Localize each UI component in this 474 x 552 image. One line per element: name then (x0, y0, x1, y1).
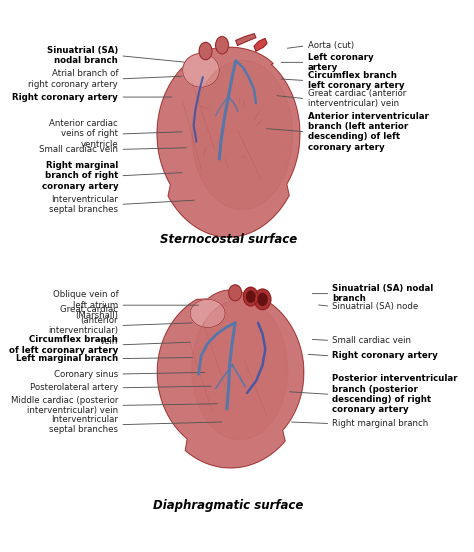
Polygon shape (254, 39, 267, 51)
Text: Sinuatrial (SA)
nodal branch: Sinuatrial (SA) nodal branch (47, 46, 118, 66)
Text: Right marginal branch: Right marginal branch (332, 419, 428, 428)
Text: Left coronary
artery: Left coronary artery (308, 52, 373, 72)
Ellipse shape (246, 291, 255, 302)
Text: Left marginal branch: Left marginal branch (16, 354, 118, 363)
Text: Right coronary artery: Right coronary artery (12, 93, 118, 102)
Text: Diaphragmatic surface: Diaphragmatic surface (153, 498, 304, 512)
Text: Circumflex branch
of left coronary artery: Circumflex branch of left coronary arter… (9, 335, 118, 354)
Ellipse shape (190, 299, 225, 327)
Text: Aorta (cut): Aorta (cut) (308, 41, 354, 50)
Text: Coronary sinus: Coronary sinus (54, 369, 118, 379)
Text: Sinuatrial (SA) node: Sinuatrial (SA) node (332, 302, 419, 311)
Ellipse shape (243, 287, 258, 306)
Ellipse shape (191, 299, 288, 440)
Text: Posterolateral artery: Posterolateral artery (30, 383, 118, 392)
Text: Right marginal
branch of right
coronary artery: Right marginal branch of right coronary … (42, 161, 118, 190)
Text: Posterior interventricular
branch (posterior
descending) of right
coronary arter: Posterior interventricular branch (poste… (332, 374, 458, 415)
Text: Small cardiac vein: Small cardiac vein (39, 145, 118, 154)
Text: Middle cardiac (posterior
interventricular) vein: Middle cardiac (posterior interventricul… (11, 396, 118, 415)
Text: Sternocostal surface: Sternocostal surface (160, 233, 297, 246)
Ellipse shape (258, 293, 267, 305)
Text: Sinuatrial (SA) nodal
branch: Sinuatrial (SA) nodal branch (332, 284, 434, 303)
Text: Interventricular
septal branches: Interventricular septal branches (49, 415, 118, 434)
Text: Small cardiac vein: Small cardiac vein (332, 336, 411, 345)
Text: Great cardiac
(anterior
interventricular)
vein: Great cardiac (anterior interventricular… (48, 305, 118, 346)
Text: Right coronary artery: Right coronary artery (332, 351, 438, 360)
Polygon shape (236, 34, 256, 45)
Ellipse shape (216, 36, 228, 54)
Text: Great cardiac (anterior
interventricular) vein: Great cardiac (anterior interventricular… (308, 89, 406, 108)
Text: Anterior cardiac
veins of right
ventricle: Anterior cardiac veins of right ventricl… (49, 119, 118, 149)
Polygon shape (157, 47, 300, 237)
Text: Interventricular
septal branches: Interventricular septal branches (49, 195, 118, 214)
Ellipse shape (199, 43, 212, 60)
Ellipse shape (192, 60, 292, 210)
Ellipse shape (182, 54, 219, 87)
Text: Oblique vein of
left atrium
(Marshall): Oblique vein of left atrium (Marshall) (53, 290, 118, 320)
Text: Atrial branch of
right coronary artery: Atrial branch of right coronary artery (28, 69, 118, 88)
Ellipse shape (229, 285, 242, 301)
Text: Circumflex branch
left coronary artery: Circumflex branch left coronary artery (308, 71, 404, 90)
Text: Anterior interventricular
branch (left anterior
descending) of left
coronary art: Anterior interventricular branch (left a… (308, 112, 428, 152)
Polygon shape (157, 290, 304, 468)
Ellipse shape (255, 289, 271, 310)
